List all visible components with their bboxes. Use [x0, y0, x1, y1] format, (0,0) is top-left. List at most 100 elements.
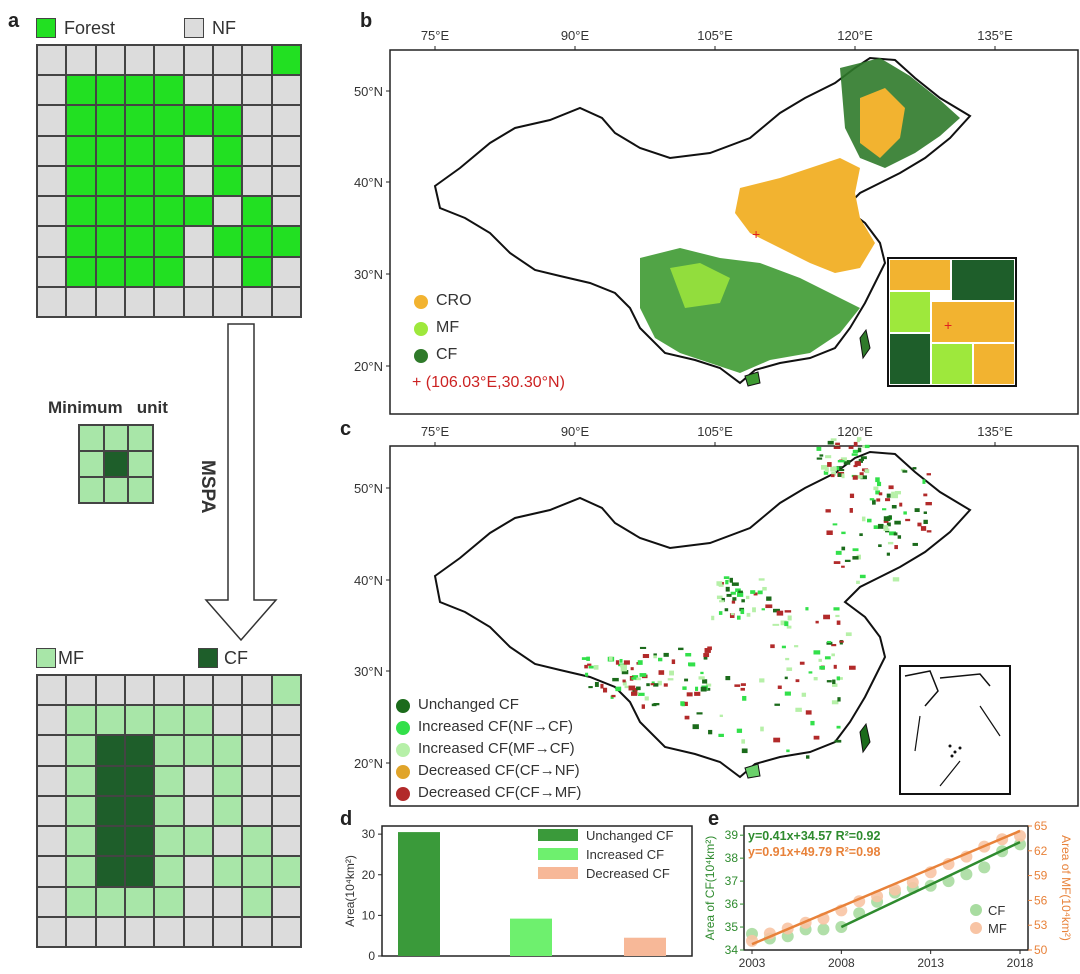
change-patch: [852, 556, 859, 560]
legend-label: Unchanged CF: [586, 828, 673, 843]
change-patch: [852, 449, 859, 453]
change-patch: [856, 437, 862, 441]
change-patch: [636, 686, 641, 691]
input-grid-cell: [126, 76, 154, 105]
change-patch: [827, 440, 834, 445]
lon-tick-label: 120°E: [837, 424, 873, 439]
change-patch: [816, 457, 823, 460]
input-grid-cell: [155, 257, 183, 286]
change-patch: [642, 654, 650, 659]
output-grid-cell: [96, 766, 124, 795]
change-patch: [721, 597, 725, 602]
change-patch: [824, 656, 831, 660]
change-patch: [835, 614, 840, 618]
change-patch: [671, 659, 676, 665]
change-patch: [719, 714, 723, 718]
change-patch: [752, 607, 756, 613]
input-grid-cell: [38, 46, 66, 75]
change-patch: [824, 467, 829, 472]
change-patch: [780, 620, 787, 626]
map-c-legend-label: Decreased CF(CF→NF): [418, 762, 580, 779]
lon-tick-label: 90°E: [561, 424, 590, 439]
change-patch: [615, 660, 620, 665]
left-tick-label: 34: [725, 943, 739, 957]
input-grid-cell: [126, 106, 154, 135]
change-patch: [831, 643, 837, 647]
input-grid-cell: [67, 76, 95, 105]
change-patch: [663, 683, 668, 687]
change-patch: [859, 533, 863, 537]
change-patch: [600, 683, 604, 689]
change-patch: [773, 608, 780, 613]
output-grid-cell: [67, 887, 95, 916]
change-patch: [833, 561, 841, 564]
change-patch: [694, 691, 701, 696]
change-patch: [825, 455, 832, 459]
change-patch: [926, 473, 931, 476]
input-grid-cell: [38, 76, 66, 105]
input-grid-cell: [67, 46, 95, 75]
lat-ticks-c: 50°N 40°N 30°N 20°N: [354, 481, 390, 771]
change-patch: [912, 467, 917, 470]
change-patch: [646, 683, 650, 687]
change-patch: [810, 720, 815, 726]
input-grid-cell: [184, 136, 212, 165]
change-patch: [841, 565, 845, 568]
right-tick-label: 56: [1034, 893, 1048, 907]
change-patch: [634, 688, 638, 692]
change-patch: [653, 655, 657, 659]
change-patch: [816, 446, 822, 451]
change-patch: [841, 546, 846, 551]
sample-point-label: + (106.03°E,30.30°N): [412, 374, 565, 391]
change-patch: [819, 454, 824, 457]
output-grid-cell: [38, 676, 66, 705]
change-patch: [736, 615, 741, 620]
panel-d-letter: d: [340, 808, 353, 830]
bar: [398, 832, 440, 956]
lat-tick-label: 50°N: [354, 84, 383, 99]
lon-tick-label: 105°E: [697, 424, 733, 439]
change-patch: [923, 511, 927, 514]
input-grid-cell: [155, 76, 183, 105]
change-patch: [786, 667, 793, 671]
input-grid-cell: [272, 197, 300, 226]
change-patch: [851, 453, 858, 456]
input-grid-cell: [272, 136, 300, 165]
output-grid-cell: [184, 766, 212, 795]
change-patch: [641, 704, 645, 709]
output-grid-cell: [126, 676, 154, 705]
output-grid-cell: [38, 766, 66, 795]
input-grid-cell: [272, 106, 300, 135]
output-grid-cell: [272, 736, 300, 765]
input-grid-cell: [67, 106, 95, 135]
output-grid-cell: [38, 796, 66, 826]
input-grid-cell: [38, 257, 66, 286]
change-patch: [738, 590, 743, 593]
change-patch: [917, 522, 922, 527]
mf-swatch: [36, 648, 56, 668]
change-patch: [718, 733, 724, 737]
change-patch: [831, 653, 835, 657]
map-c-legend-label: Increased CF(MF→CF): [418, 740, 575, 757]
change-patch: [684, 701, 688, 707]
input-grid-cell: [184, 46, 212, 75]
input-grid-cell: [126, 136, 154, 165]
change-patch: [770, 644, 775, 649]
input-grid-cell: [67, 166, 95, 196]
input-grid-cell: [184, 166, 212, 196]
change-patch: [631, 675, 639, 679]
output-grid-cell: [184, 917, 212, 946]
output-grid-cell: [38, 736, 66, 765]
output-grid-cell: [214, 766, 242, 795]
input-grid-cell: [184, 287, 212, 316]
china-outline-c: [433, 450, 972, 779]
change-patch: [832, 523, 838, 526]
change-patch: [637, 692, 645, 696]
input-grid-cell: [155, 197, 183, 226]
south-china-sea-inset: [899, 665, 1011, 795]
change-patch: [925, 501, 932, 506]
change-patch: [832, 679, 836, 684]
output-grid-cell: [214, 706, 242, 735]
change-patch: [684, 678, 689, 682]
lon-tick-label: 105°E: [697, 28, 733, 43]
